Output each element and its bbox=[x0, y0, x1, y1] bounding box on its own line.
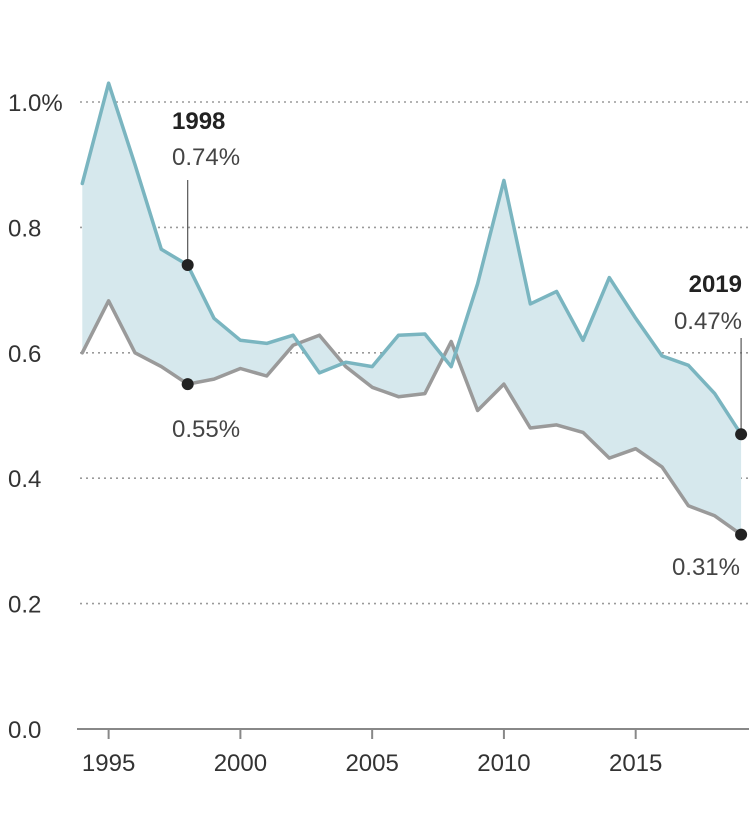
annotation-1998-teal-value: 0.74% bbox=[172, 144, 240, 171]
x-tick-label-4: 2015 bbox=[609, 750, 662, 777]
annotation-1998: 1998 0.74% 0.55% bbox=[172, 108, 240, 443]
marker-2019-gray bbox=[735, 528, 748, 541]
x-tick-label-0: 1995 bbox=[82, 750, 135, 777]
series-line-teal bbox=[80, 81, 743, 437]
marker-1998-gray bbox=[181, 378, 194, 391]
annotation-1998-year: 1998 bbox=[172, 108, 225, 135]
y-tick-label-5: 1.0% bbox=[8, 90, 63, 117]
y-axis-tick-labels: 0.0 0.2 0.4 0.6 0.8 1.0% bbox=[8, 90, 63, 744]
x-axis-tick-labels: 1995 2000 2005 2010 2015 bbox=[82, 729, 662, 777]
x-tick-label-3: 2010 bbox=[477, 750, 530, 777]
annotation-2019-year: 2019 bbox=[689, 271, 742, 298]
marker-2019-teal bbox=[735, 428, 748, 441]
annotation-1998-gray-value: 0.55% bbox=[172, 416, 240, 443]
annotation-2019-teal-value: 0.47% bbox=[674, 308, 742, 335]
fill-between-series bbox=[82, 83, 742, 535]
annotation-2019-gray-value: 0.31% bbox=[672, 554, 740, 581]
y-tick-label-1: 0.2 bbox=[8, 592, 41, 619]
y-tick-label-3: 0.6 bbox=[8, 341, 41, 368]
annotation-2019: 2019 0.47% 0.31% bbox=[672, 271, 748, 581]
y-tick-label-2: 0.4 bbox=[8, 466, 41, 493]
x-tick-label-1: 2000 bbox=[214, 750, 267, 777]
difference-fill bbox=[82, 83, 742, 535]
y-tick-label-0: 0.0 bbox=[8, 717, 41, 744]
x-tick-label-2: 2005 bbox=[345, 750, 398, 777]
marker-1998-teal bbox=[181, 259, 194, 272]
y-tick-label-4: 0.8 bbox=[8, 215, 41, 242]
